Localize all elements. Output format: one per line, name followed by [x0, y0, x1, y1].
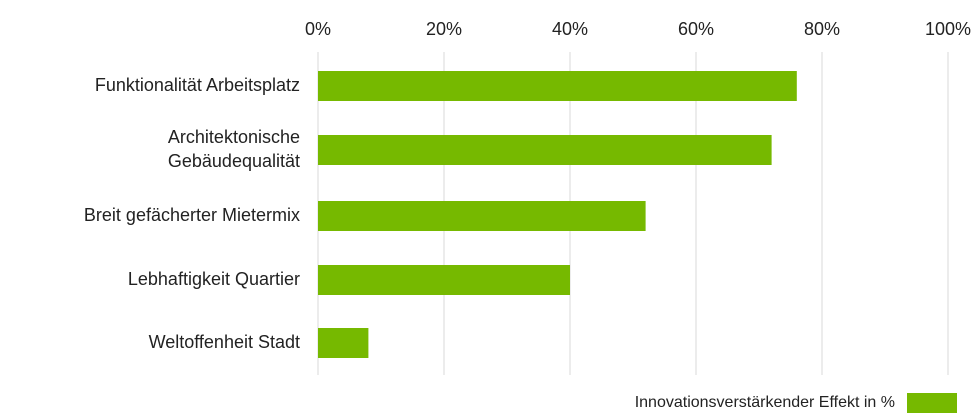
bar: [318, 71, 797, 101]
bar: [318, 201, 646, 231]
legend-label: Innovationsverstärkender Effekt in %: [635, 394, 895, 411]
y-tick-label: Funktionalität Arbeitsplatz: [95, 75, 300, 95]
x-tick-label: 20%: [426, 19, 462, 39]
y-tick-label: Weltoffenheit Stadt: [149, 332, 300, 352]
y-tick-label: Architektonische Gebäudequalität: [168, 127, 300, 171]
x-tick-label: 60%: [678, 19, 714, 39]
x-tick-label: 0%: [305, 19, 331, 39]
y-tick-label: Lebhaftigkeit Quartier: [128, 269, 300, 289]
y-tick-label: Breit gefächerter Mietermix: [84, 205, 300, 225]
bar: [318, 328, 369, 358]
x-tick-label: 80%: [804, 19, 840, 39]
x-tick-label: 100%: [925, 19, 971, 39]
bar: [318, 265, 570, 295]
legend-swatch: [907, 393, 957, 413]
x-tick-label: 40%: [552, 19, 588, 39]
bar: [318, 135, 772, 165]
